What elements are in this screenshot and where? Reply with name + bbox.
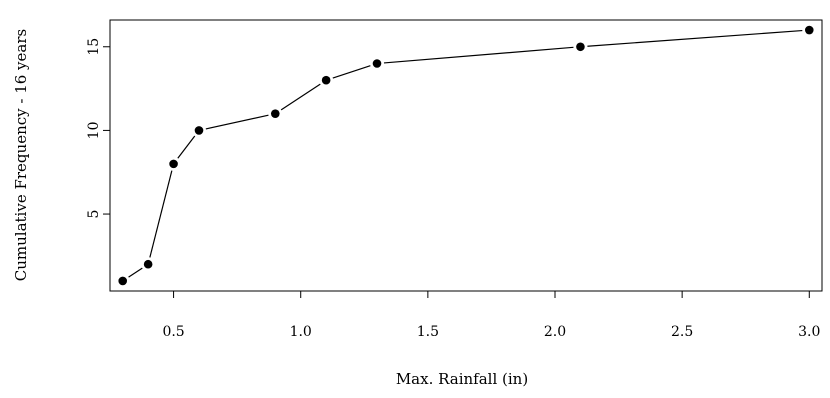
- series-line-segment: [587, 29, 803, 47]
- y-tick-label: 5: [86, 210, 102, 219]
- y-tick-label: 15: [86, 38, 102, 56]
- series-line-segment: [280, 83, 321, 111]
- y-axis-title: Cumulative Frequency - 16 years: [12, 29, 30, 281]
- x-axis-title: Max. Rainfall (in): [396, 370, 528, 388]
- data-point: [804, 25, 814, 35]
- series-line-segment: [128, 267, 143, 278]
- x-tick-label: 1.0: [290, 324, 312, 340]
- plot-frame: [109, 19, 823, 292]
- data-point: [169, 159, 178, 169]
- data-point: [321, 75, 331, 85]
- series-layer: [118, 25, 814, 286]
- x-tick-label: 2.5: [671, 324, 693, 340]
- series-line-segment: [383, 46, 574, 64]
- data-point: [194, 126, 204, 135]
- series-line-segment: [205, 114, 269, 130]
- data-point: [576, 42, 585, 52]
- data-point: [270, 109, 280, 118]
- data-point: [118, 276, 128, 286]
- x-axis: 0.5 1.0 1.5 2.0 2.5 3.0: [162, 290, 820, 340]
- y-tick-label: 10: [86, 121, 102, 139]
- data-point: [372, 59, 382, 68]
- data-point: [143, 259, 153, 269]
- series-line-segment: [332, 65, 371, 79]
- series-line-segment: [177, 135, 196, 159]
- x-tick-label: 3.0: [798, 324, 820, 340]
- series-line-segment: [149, 170, 173, 258]
- x-tick-label: 2.0: [544, 324, 566, 340]
- x-tick-label: 0.5: [162, 324, 184, 340]
- y-axis: 5 10 15: [86, 38, 111, 219]
- x-tick-label: 1.5: [417, 324, 439, 340]
